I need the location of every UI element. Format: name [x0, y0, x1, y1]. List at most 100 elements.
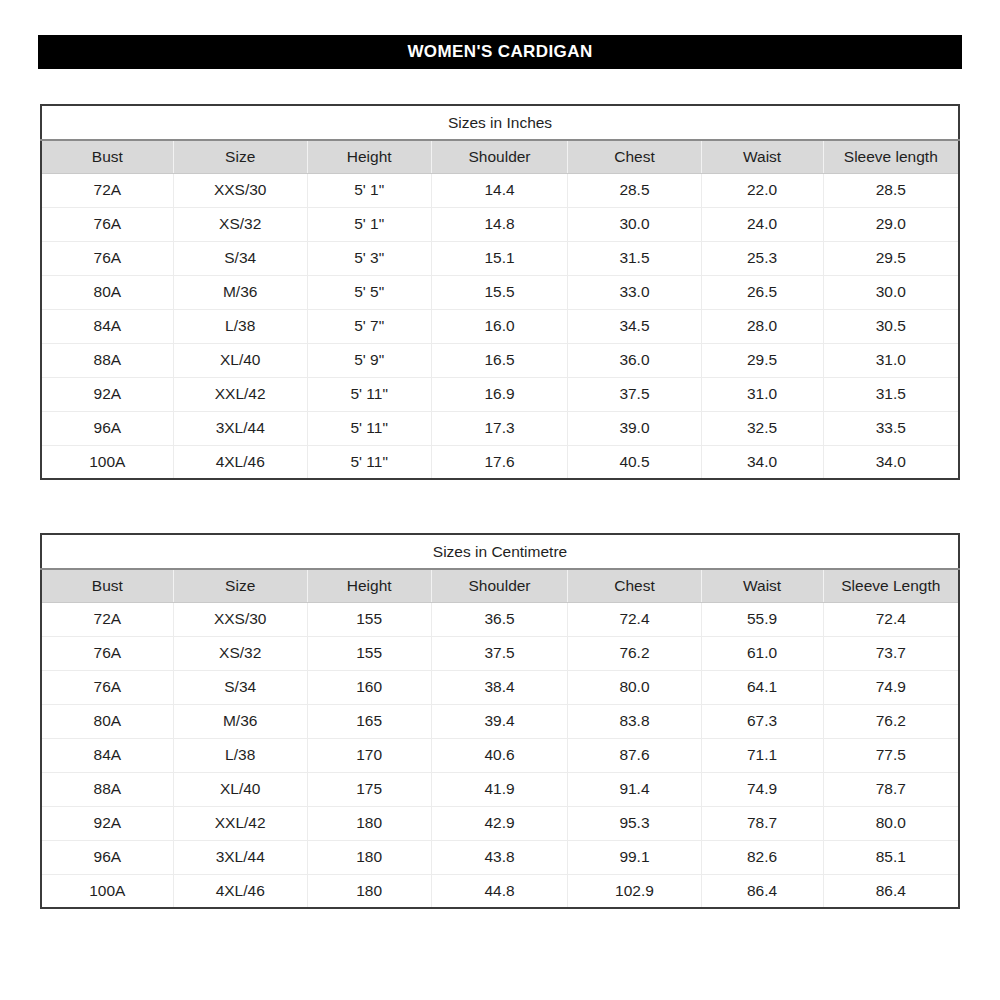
- table-cell: 80A: [41, 275, 173, 309]
- table-cell: 3XL/44: [173, 840, 307, 874]
- table-cell: 28.5: [568, 173, 701, 207]
- table-row: 96A3XL/4418043.899.182.685.1: [41, 840, 959, 874]
- table-cell: 82.6: [701, 840, 823, 874]
- table-row: 84AL/385' 7"16.034.528.030.5: [41, 309, 959, 343]
- table-cell: L/38: [173, 738, 307, 772]
- column-header: Chest: [568, 140, 701, 173]
- centimetre-size-table: Sizes in Centimetre BustSizeHeightShould…: [40, 533, 960, 909]
- table-row: 88AXL/4017541.991.474.978.7: [41, 772, 959, 806]
- table-cell: 165: [307, 704, 431, 738]
- table-cell: 30.0: [568, 207, 701, 241]
- column-header: Bust: [41, 140, 173, 173]
- table-cell: 95.3: [568, 806, 701, 840]
- table-cell: 14.4: [431, 173, 568, 207]
- table-cell: 76.2: [568, 636, 701, 670]
- table-cell: 38.4: [431, 670, 568, 704]
- column-header: Height: [307, 140, 431, 173]
- table-row: 84AL/3817040.687.671.177.5: [41, 738, 959, 772]
- table-cell: 34.5: [568, 309, 701, 343]
- table-cell: 74.9: [823, 670, 959, 704]
- table-cell: 5' 1": [307, 207, 431, 241]
- table-cell: 180: [307, 806, 431, 840]
- table-cell: 15.1: [431, 241, 568, 275]
- table-cell: XXL/42: [173, 806, 307, 840]
- table-cell: 102.9: [568, 874, 701, 908]
- table-cell: 31.0: [823, 343, 959, 377]
- table-cell: 84A: [41, 309, 173, 343]
- table-row: 76AXS/325' 1"14.830.024.029.0: [41, 207, 959, 241]
- table-cell: 16.0: [431, 309, 568, 343]
- table-cell: 43.8: [431, 840, 568, 874]
- table-cell: 31.5: [568, 241, 701, 275]
- table-cell: 17.6: [431, 445, 568, 479]
- table-cell: 36.5: [431, 602, 568, 636]
- table-cell: 3XL/44: [173, 411, 307, 445]
- table-cell: 78.7: [701, 806, 823, 840]
- table-cell: XXS/30: [173, 602, 307, 636]
- table-cell: 55.9: [701, 602, 823, 636]
- table-cell: 16.5: [431, 343, 568, 377]
- table-cell: 72.4: [568, 602, 701, 636]
- table-cell: 34.0: [701, 445, 823, 479]
- table-cell: 28.0: [701, 309, 823, 343]
- table-cell: 24.0: [701, 207, 823, 241]
- table-cell: 5' 5": [307, 275, 431, 309]
- table-row: 76AS/3416038.480.064.174.9: [41, 670, 959, 704]
- table-cell: 42.9: [431, 806, 568, 840]
- table-cell: 170: [307, 738, 431, 772]
- table-cell: 31.5: [823, 377, 959, 411]
- table-cell: 71.1: [701, 738, 823, 772]
- table-cell: 76A: [41, 636, 173, 670]
- table-cell: 61.0: [701, 636, 823, 670]
- column-header: Sleeve Length: [823, 569, 959, 602]
- table-cell: 88A: [41, 343, 173, 377]
- table-row: 92AXXL/425' 11"16.937.531.031.5: [41, 377, 959, 411]
- table-cell: XL/40: [173, 772, 307, 806]
- table-cell: 180: [307, 840, 431, 874]
- table-cell: 39.4: [431, 704, 568, 738]
- table-cell: 76A: [41, 241, 173, 275]
- table-cell: 40.5: [568, 445, 701, 479]
- table-cell: 88A: [41, 772, 173, 806]
- table-cell: 76.2: [823, 704, 959, 738]
- table-cell: 64.1: [701, 670, 823, 704]
- table-cell: 72A: [41, 173, 173, 207]
- table-cell: 5' 9": [307, 343, 431, 377]
- table-cell: XS/32: [173, 207, 307, 241]
- column-header: Shoulder: [431, 569, 568, 602]
- column-header: Shoulder: [431, 140, 568, 173]
- inches-size-table: Sizes in Inches BustSizeHeightShoulderCh…: [40, 104, 960, 480]
- table-cell: 33.5: [823, 411, 959, 445]
- table-cell: XXS/30: [173, 173, 307, 207]
- table-row: 100A4XL/4618044.8102.986.486.4: [41, 874, 959, 908]
- table-row: 80AM/3616539.483.867.376.2: [41, 704, 959, 738]
- column-header: Chest: [568, 569, 701, 602]
- table-cell: 76A: [41, 670, 173, 704]
- table-cell: 5' 7": [307, 309, 431, 343]
- table-cell: 17.3: [431, 411, 568, 445]
- table-cell: 100A: [41, 874, 173, 908]
- table-cell: 85.1: [823, 840, 959, 874]
- table-cell: XXL/42: [173, 377, 307, 411]
- table-row: 76AS/345' 3"15.131.525.329.5: [41, 241, 959, 275]
- table-cell: 96A: [41, 840, 173, 874]
- table-cell: S/34: [173, 670, 307, 704]
- table-cell: M/36: [173, 275, 307, 309]
- table-cell: 77.5: [823, 738, 959, 772]
- table-cell: 87.6: [568, 738, 701, 772]
- table-cell: 73.7: [823, 636, 959, 670]
- table-cell: 155: [307, 602, 431, 636]
- table-cell: 155: [307, 636, 431, 670]
- table-cell: 22.0: [701, 173, 823, 207]
- table-cell: 15.5: [431, 275, 568, 309]
- column-header: Height: [307, 569, 431, 602]
- column-header-row: BustSizeHeightShoulderChestWaistSleeve l…: [41, 140, 959, 173]
- table-cell: 74.9: [701, 772, 823, 806]
- table-cell: 30.5: [823, 309, 959, 343]
- table-cell: 25.3: [701, 241, 823, 275]
- table-row: 88AXL/405' 9"16.536.029.531.0: [41, 343, 959, 377]
- table-cell: 44.8: [431, 874, 568, 908]
- table-cell: 160: [307, 670, 431, 704]
- table-cell: 92A: [41, 377, 173, 411]
- table-cell: 28.5: [823, 173, 959, 207]
